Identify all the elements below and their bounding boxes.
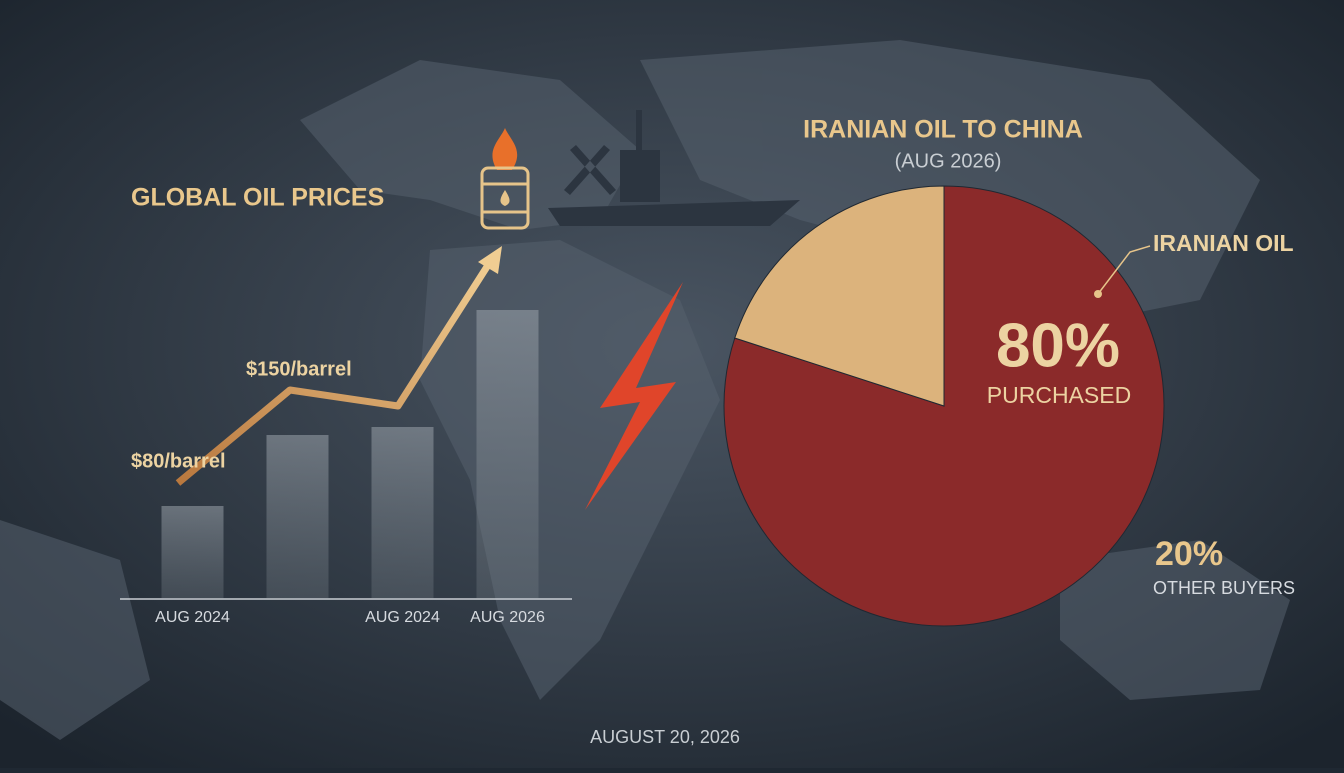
arrow-head (478, 246, 502, 274)
barrel-icon (480, 128, 530, 230)
value-label: 80% (996, 311, 1120, 380)
x-tick-label: AUG 2024 (365, 609, 440, 626)
bar (371, 427, 434, 598)
x-tick-label: AUG 2024 (155, 609, 230, 626)
bar (476, 310, 539, 598)
legend-label: OTHER BUYERS (1153, 578, 1295, 598)
value-label: 20% (1155, 535, 1223, 573)
annotation: PURCHASED (987, 382, 1131, 408)
leader-line (1097, 245, 1151, 295)
legend-label: IRANIAN OIL (1153, 230, 1294, 256)
bar (266, 435, 329, 598)
chart-title: GLOBAL OIL PRICES (131, 184, 384, 212)
pie-subtitle: (AUG 2026) (895, 150, 1002, 172)
annotation: $150/barrel (246, 358, 352, 380)
pie-slice (734, 185, 945, 407)
ship-icon (548, 110, 800, 226)
lightning-icon (585, 282, 683, 510)
pie (723, 185, 1165, 627)
date: AUGUST 20, 2026 (590, 727, 740, 747)
pie-title: IRANIAN OIL TO CHINA (803, 116, 1083, 144)
x-tick-label: AUG 2026 (470, 609, 545, 626)
leader-dot (1094, 290, 1102, 298)
price-trend-arrow (175, 260, 493, 486)
annotation: $80/barrel (131, 450, 226, 472)
bar (161, 506, 224, 598)
